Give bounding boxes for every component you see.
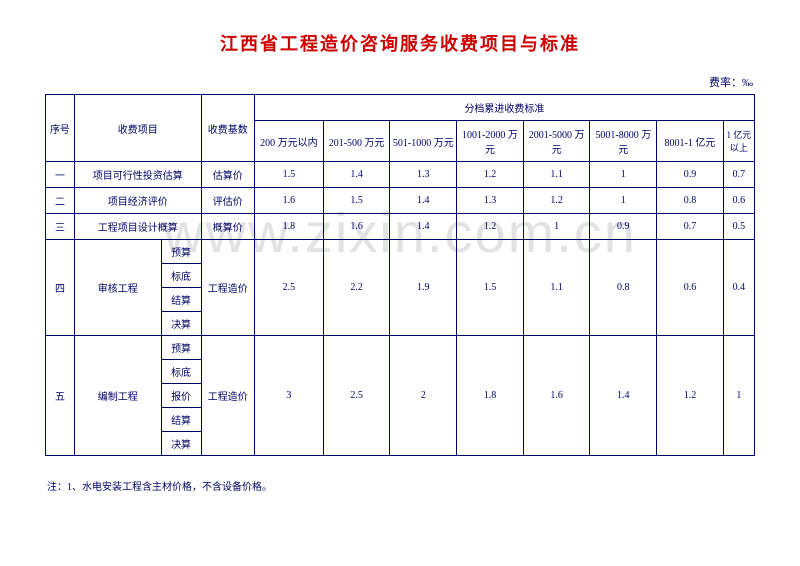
page-title: 江西省工程造价咨询服务收费项目与标准 bbox=[45, 30, 755, 56]
table-row: 二项目经济评价评估价1.61.51.41.31.210.80.6 bbox=[46, 188, 755, 214]
table-cell: 1.4 bbox=[390, 214, 457, 240]
table-cell: 1.8 bbox=[254, 214, 323, 240]
table-cell: 0.5 bbox=[723, 214, 754, 240]
table-cell: 0.6 bbox=[657, 240, 724, 336]
table-cell: 1.6 bbox=[523, 336, 590, 456]
table-cell: 工程项目设计概算 bbox=[74, 214, 201, 240]
table-cell: 0.8 bbox=[590, 240, 657, 336]
table-cell: 1.6 bbox=[323, 214, 390, 240]
table-cell: 编制工程 bbox=[74, 336, 161, 456]
table-cell: 1 bbox=[590, 162, 657, 188]
table-cell: 1.5 bbox=[323, 188, 390, 214]
table-row: 五编制工程预算工程造价32.521.81.61.41.21 bbox=[46, 336, 755, 360]
table-cell: 0.4 bbox=[723, 240, 754, 336]
table-cell: 标底 bbox=[161, 264, 201, 288]
table-cell: 0.8 bbox=[657, 188, 724, 214]
table-row: 三工程项目设计概算概算价1.81.61.41.210.90.70.5 bbox=[46, 214, 755, 240]
table-cell: 评估价 bbox=[201, 188, 254, 214]
table-cell: 2.5 bbox=[254, 240, 323, 336]
table-cell: 标底 bbox=[161, 360, 201, 384]
table-cell: 1.5 bbox=[457, 240, 524, 336]
table-cell: 1.4 bbox=[390, 188, 457, 214]
table-cell: 0.9 bbox=[657, 162, 724, 188]
table-cell: 五 bbox=[46, 336, 75, 456]
table-cell: 一 bbox=[46, 162, 75, 188]
table-cell: 结算 bbox=[161, 408, 201, 432]
table-cell: 1.4 bbox=[590, 336, 657, 456]
table-cell: 1.1 bbox=[523, 240, 590, 336]
table-cell: 四 bbox=[46, 240, 75, 336]
table-cell: 3 bbox=[254, 336, 323, 456]
table-cell: 0.7 bbox=[723, 162, 754, 188]
document-page: 江西省工程造价咨询服务收费项目与标准 费率：‰ 序号 收费项目 收费基数 分档累… bbox=[0, 0, 800, 513]
table-cell: 2.2 bbox=[323, 240, 390, 336]
table-cell: 工程造价 bbox=[201, 336, 254, 456]
header-base: 收费基数 bbox=[201, 95, 254, 162]
table-row: 一项目可行性投资估算估算价1.51.41.31.21.110.90.7 bbox=[46, 162, 755, 188]
table-cell: 项目可行性投资估算 bbox=[74, 162, 201, 188]
header-tier-group: 分档累进收费标准 bbox=[254, 95, 754, 121]
table-cell: 1 bbox=[523, 214, 590, 240]
table-cell: 1 bbox=[590, 188, 657, 214]
table-cell: 1.5 bbox=[254, 162, 323, 188]
table-cell: 1.6 bbox=[254, 188, 323, 214]
table-cell: 2 bbox=[390, 336, 457, 456]
table-cell: 二 bbox=[46, 188, 75, 214]
table-cell: 1.2 bbox=[523, 188, 590, 214]
table-cell: 0.7 bbox=[657, 214, 724, 240]
table-cell: 预算 bbox=[161, 240, 201, 264]
table-cell: 1.3 bbox=[390, 162, 457, 188]
table-cell: 1.2 bbox=[457, 214, 524, 240]
header-tier-1: 201-500 万元 bbox=[323, 121, 390, 162]
table-cell: 结算 bbox=[161, 288, 201, 312]
table-cell: 项目经济评价 bbox=[74, 188, 201, 214]
table-cell: 1.9 bbox=[390, 240, 457, 336]
header-tier-2: 501-1000 万元 bbox=[390, 121, 457, 162]
table-cell: 三 bbox=[46, 214, 75, 240]
header-tier-0: 200 万元以内 bbox=[254, 121, 323, 162]
header-tier-6: 8001-1 亿元 bbox=[657, 121, 724, 162]
table-cell: 决算 bbox=[161, 432, 201, 456]
table-cell: 1.4 bbox=[323, 162, 390, 188]
header-seq: 序号 bbox=[46, 95, 75, 162]
table-cell: 决算 bbox=[161, 312, 201, 336]
table-row: 四审核工程预算工程造价2.52.21.91.51.10.80.60.4 bbox=[46, 240, 755, 264]
table-cell: 工程造价 bbox=[201, 240, 254, 336]
table-cell: 1.8 bbox=[457, 336, 524, 456]
header-tier-3: 1001-2000 万元 bbox=[457, 121, 524, 162]
table-cell: 概算价 bbox=[201, 214, 254, 240]
table-cell: 2.5 bbox=[323, 336, 390, 456]
table-cell: 审核工程 bbox=[74, 240, 161, 336]
table-cell: 估算价 bbox=[201, 162, 254, 188]
rate-unit-label: 费率：‰ bbox=[45, 74, 755, 90]
table-cell: 1.3 bbox=[457, 188, 524, 214]
table-cell: 预算 bbox=[161, 336, 201, 360]
table-cell: 0.6 bbox=[723, 188, 754, 214]
table-cell: 1.1 bbox=[523, 162, 590, 188]
table-cell: 1.2 bbox=[457, 162, 524, 188]
table-cell: 报价 bbox=[161, 384, 201, 408]
header-item: 收费项目 bbox=[74, 95, 201, 162]
footnote: 注：1、水电安装工程含主材价格，不含设备价格。 bbox=[45, 478, 755, 493]
table-cell: 1.2 bbox=[657, 336, 724, 456]
table-cell: 1 bbox=[723, 336, 754, 456]
header-tier-4: 2001-5000 万元 bbox=[523, 121, 590, 162]
fee-standard-table: 序号 收费项目 收费基数 分档累进收费标准 200 万元以内 201-500 万… bbox=[45, 94, 755, 456]
table-cell: 0.9 bbox=[590, 214, 657, 240]
header-tier-7: 1 亿元以上 bbox=[723, 121, 754, 162]
header-tier-5: 5001-8000 万元 bbox=[590, 121, 657, 162]
